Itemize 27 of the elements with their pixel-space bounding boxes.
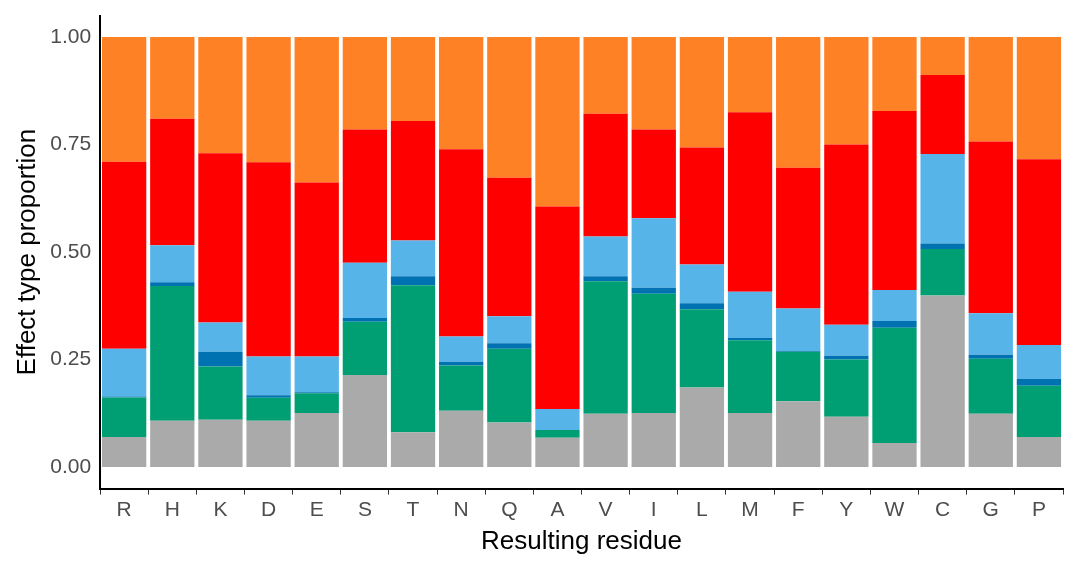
x-tick-label: K — [213, 497, 228, 520]
x-tick-label: I — [650, 497, 657, 520]
x-axis-title: Resulting residue — [481, 524, 682, 555]
x-tick-label: F — [791, 497, 805, 520]
x-tick-label: D — [261, 497, 277, 520]
x-tick-label: M — [741, 497, 759, 520]
x-tick-label: R — [116, 497, 132, 520]
x-tick-label: W — [884, 497, 905, 520]
x-tick-label: P — [1031, 497, 1046, 520]
x-tick-label: E — [309, 497, 324, 520]
x-tick-label: T — [406, 497, 420, 520]
y-tick-label: 0.25 — [50, 346, 92, 370]
x-tick-label: S — [357, 497, 372, 520]
x-tick-label: L — [696, 497, 708, 520]
x-tick-label: Q — [501, 497, 518, 520]
y-tick-label: 1.00 — [50, 23, 92, 47]
x-tick-label: V — [598, 497, 613, 520]
y-tick-label: 0.75 — [50, 131, 92, 155]
y-axis-title: Effect type proportion — [10, 128, 41, 376]
x-tick-label: N — [453, 497, 469, 520]
x-tick-label: A — [550, 497, 565, 520]
y-tick-label: 0.00 — [50, 453, 92, 477]
x-tick-label: G — [982, 497, 999, 520]
x-tick-label: Y — [839, 497, 854, 520]
x-tick-label: H — [164, 497, 180, 520]
x-tick-label: C — [935, 497, 951, 520]
y-tick-label: 0.50 — [50, 238, 92, 262]
